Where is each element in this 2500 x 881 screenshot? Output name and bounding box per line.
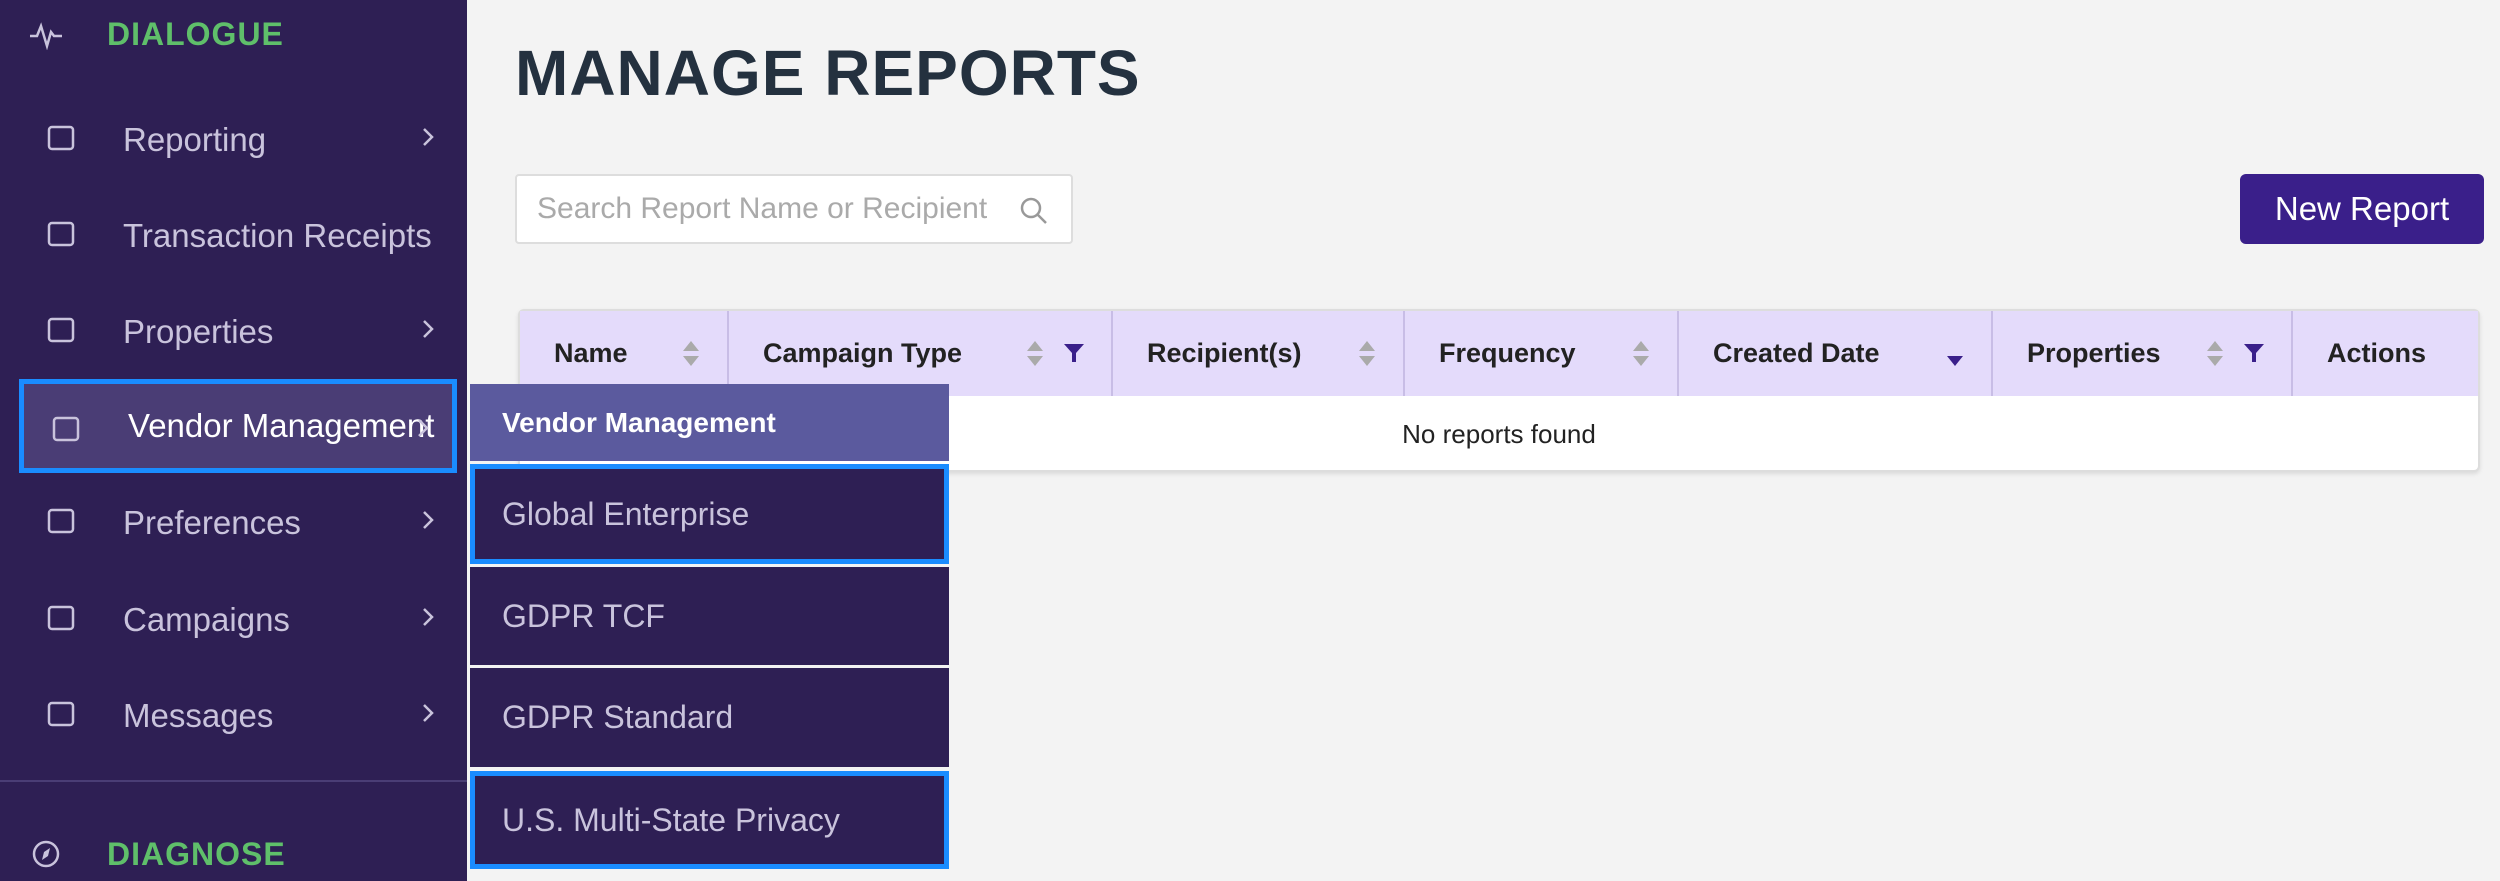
nav-icon [47,701,75,727]
divider [0,780,467,782]
page-title: MANAGE REPORTS [515,37,1141,109]
column-header: Actions [2293,311,2482,396]
nav-label: Transaction Receipts [123,217,432,254]
nav-icon [47,508,75,534]
nav-icon [47,605,75,631]
column-header[interactable]: Created Date [1679,311,1993,396]
column-header[interactable]: Properties [1993,311,2293,396]
section-title: DIALOGUE [107,16,284,52]
sort-icon[interactable] [1945,339,1965,369]
column-label: Frequency [1439,338,1576,368]
sort-icon[interactable] [1357,339,1377,369]
column-label: Recipient(s) [1147,338,1302,368]
nav-label: Preferences [123,504,301,541]
submenu-item[interactable]: GDPR TCF [470,567,949,665]
nav-item[interactable]: Preferences [19,476,457,570]
diagnose-icon [32,840,60,868]
column-label: Actions [2327,338,2427,368]
nav-item[interactable]: Transaction Receipts [19,189,457,283]
nav-label: Vendor Management [128,407,435,444]
chevron [423,511,434,529]
sort-icon[interactable] [1025,339,1045,369]
column-label: Properties [2027,338,2161,368]
chevron [423,608,434,626]
search-input[interactable]: Search Report Name or Recipient [515,174,1073,244]
nav-icon [52,416,80,442]
column-label: Campaign Type [763,338,963,368]
new-report-button[interactable]: New Report [2240,174,2484,244]
nav-label: Properties [123,313,274,350]
sort-icon[interactable] [1631,339,1651,369]
submenu-item[interactable]: GDPR Standard [470,668,949,767]
sort-icon[interactable] [681,339,701,369]
chevron [418,419,429,437]
nav-item[interactable]: Campaigns [19,573,457,667]
column-label: Created Date [1713,338,1880,368]
nav-icon [47,317,75,343]
search-icon [1020,197,1047,224]
sort-icon[interactable] [2205,339,2225,369]
chevron [423,128,434,146]
nav-label: Reporting [123,121,267,158]
sidebar: DIALOGUE DIAGNOSE Reporting Transaction R… [0,0,467,881]
search-placeholder: Search Report Name or Recipient [537,192,988,225]
table-header: Name Campaign Type Recipient(s) Frequency Cr… [520,311,2478,396]
section-title: DIAGNOSE [107,836,286,872]
chevron [423,320,434,338]
nav-icon [47,125,75,151]
submenu-title: Vendor Management [470,384,949,461]
filter-icon[interactable] [1063,342,1085,364]
submenu-item[interactable]: Global Enterprise [470,464,949,564]
nav-item[interactable]: Vendor Management [19,379,457,473]
nav-icon [47,221,75,247]
chevron [423,704,434,722]
column-header[interactable]: Frequency [1405,311,1679,396]
empty-message: No reports found [1402,418,1596,449]
filter-icon[interactable] [2243,342,2265,364]
nav-item[interactable]: Reporting [19,93,457,187]
nav-item[interactable]: Properties [19,285,457,379]
submenu-item[interactable]: U.S. Multi-State Privacy [470,771,949,869]
column-header[interactable]: Campaign Type [729,311,1113,396]
dialogue-icon [30,22,62,50]
nav-label: Campaigns [123,601,290,638]
column-label: Name [554,338,628,368]
column-header[interactable]: Name [520,311,729,396]
nav-item[interactable]: Messages [19,669,457,763]
nav-label: Messages [123,697,274,734]
column-header[interactable]: Recipient(s) [1113,311,1405,396]
